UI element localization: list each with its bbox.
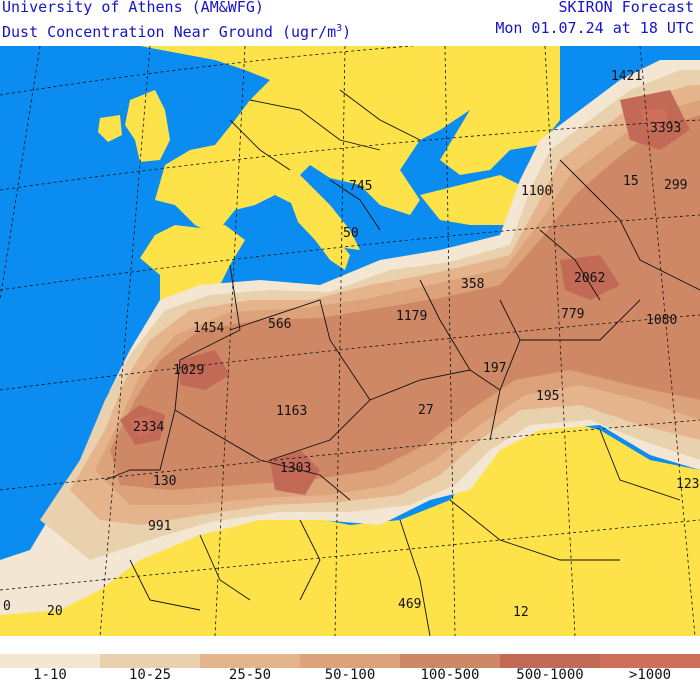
value-label: 1454 bbox=[193, 321, 224, 336]
graticule bbox=[0, 46, 700, 636]
country-borders bbox=[104, 89, 700, 636]
legend-swatch bbox=[400, 654, 500, 668]
legend-swatch bbox=[100, 654, 200, 668]
value-label: 197 bbox=[483, 361, 506, 376]
value-label: 566 bbox=[268, 317, 291, 332]
value-label: 0 bbox=[3, 599, 11, 614]
forecast-time-label: Mon 01.07.24 at 18 UTC bbox=[495, 19, 694, 37]
legend-swatch bbox=[0, 654, 100, 668]
legend-label: 100-500 bbox=[420, 667, 480, 683]
value-label: 358 bbox=[461, 277, 484, 292]
legend-swatch bbox=[300, 654, 400, 668]
value-label: 130 bbox=[153, 474, 176, 489]
legend-swatch bbox=[200, 654, 300, 668]
value-label: 1179 bbox=[396, 309, 427, 324]
value-label: 1080 bbox=[646, 313, 677, 328]
value-label: 779 bbox=[561, 307, 584, 322]
legend-label: >1000 bbox=[628, 667, 672, 683]
legend-label: 1-10 bbox=[33, 667, 67, 683]
color-legend bbox=[0, 654, 700, 668]
legend-swatch bbox=[500, 654, 600, 668]
value-label: 1163 bbox=[276, 404, 307, 419]
value-label: 20 bbox=[47, 604, 63, 619]
value-label: 123 bbox=[676, 477, 699, 492]
forecast-info: SKIRON Forecast Mon 01.07.24 at 18 UTC bbox=[495, 0, 694, 39]
value-label: 1421 bbox=[611, 69, 642, 84]
value-label: 195 bbox=[536, 389, 559, 404]
value-label: 469 bbox=[398, 597, 421, 612]
dust-plume bbox=[0, 60, 700, 615]
value-label: 1100 bbox=[521, 184, 552, 199]
variable-label: Dust Concentration Near Ground (ugr/m3) bbox=[2, 23, 352, 41]
source-label: University of Athens (AM&WFG) bbox=[2, 0, 264, 16]
value-label: 27 bbox=[418, 403, 434, 418]
value-label: 299 bbox=[664, 178, 687, 193]
dust-map: 1421 3393 15 299 1100 745 50 2062 358 77… bbox=[0, 46, 700, 636]
value-label: 745 bbox=[349, 179, 372, 194]
value-label: 1303 bbox=[280, 461, 311, 476]
dust-values: 1421 3393 15 299 1100 745 50 2062 358 77… bbox=[3, 69, 699, 620]
land bbox=[0, 46, 700, 636]
legend-swatch bbox=[600, 654, 700, 668]
legend-label: 50-100 bbox=[324, 667, 376, 683]
legend-label: 25-50 bbox=[228, 667, 272, 683]
forecast-model-label: SKIRON Forecast bbox=[558, 0, 694, 16]
value-label: 50 bbox=[343, 226, 359, 241]
value-label: 12 bbox=[513, 605, 529, 620]
value-label: 3393 bbox=[650, 121, 681, 136]
value-label: 2062 bbox=[574, 271, 605, 286]
value-label: 991 bbox=[148, 519, 171, 534]
map-title: University of Athens (AM&WFG) Dust Conce… bbox=[2, 0, 351, 43]
legend-label: 10-25 bbox=[128, 667, 172, 683]
legend-label: 500-1000 bbox=[516, 667, 584, 683]
value-label: 1029 bbox=[173, 363, 204, 378]
value-label: 15 bbox=[623, 174, 639, 189]
value-label: 2334 bbox=[133, 420, 164, 435]
legend-labels: 1-10 10-25 25-50 50-100 100-500 500-1000… bbox=[0, 667, 700, 685]
